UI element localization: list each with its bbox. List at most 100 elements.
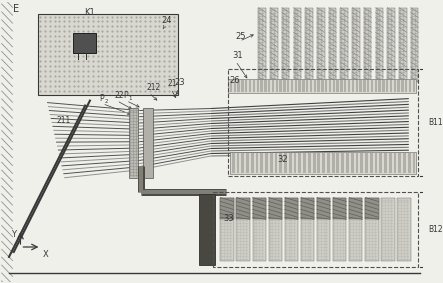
Bar xyxy=(384,153,387,173)
Bar xyxy=(294,8,301,82)
Text: 31: 31 xyxy=(233,51,243,60)
Bar xyxy=(199,194,214,265)
Bar xyxy=(318,153,320,173)
Bar xyxy=(332,153,334,173)
Bar xyxy=(341,153,344,173)
Bar xyxy=(213,192,418,267)
Bar xyxy=(302,80,305,92)
Bar xyxy=(308,153,311,173)
Bar xyxy=(333,80,335,92)
Bar xyxy=(389,153,392,173)
Bar xyxy=(314,80,316,92)
Bar xyxy=(409,80,411,92)
Bar xyxy=(237,198,250,219)
Bar xyxy=(249,80,251,92)
Text: 24: 24 xyxy=(161,16,172,25)
Text: X: X xyxy=(43,250,48,259)
Bar xyxy=(379,153,382,173)
Bar xyxy=(381,198,395,261)
Bar xyxy=(360,153,363,173)
Bar xyxy=(232,153,235,173)
Bar xyxy=(283,80,286,92)
Bar xyxy=(73,33,96,53)
Bar xyxy=(276,80,278,92)
Bar xyxy=(365,198,378,219)
Bar xyxy=(228,69,418,176)
Bar xyxy=(365,153,368,173)
Bar xyxy=(289,153,292,173)
Bar xyxy=(237,80,240,92)
Bar xyxy=(370,153,373,173)
Bar xyxy=(375,153,377,173)
Bar xyxy=(382,80,385,92)
Bar xyxy=(287,80,289,92)
Bar xyxy=(356,153,358,173)
Bar xyxy=(237,153,239,173)
Bar xyxy=(246,153,249,173)
Bar xyxy=(251,153,254,173)
Text: K1: K1 xyxy=(84,8,95,16)
Bar xyxy=(352,8,360,82)
Bar xyxy=(265,153,268,173)
Bar xyxy=(367,80,369,92)
Bar xyxy=(270,8,278,82)
Text: P: P xyxy=(99,94,104,103)
Bar xyxy=(258,8,266,82)
Bar xyxy=(329,8,336,82)
Bar xyxy=(329,80,331,92)
Bar xyxy=(256,80,259,92)
Text: 211: 211 xyxy=(57,116,71,125)
Bar xyxy=(275,153,277,173)
Text: 22: 22 xyxy=(115,91,124,100)
Bar xyxy=(408,153,411,173)
Bar xyxy=(371,80,373,92)
Bar xyxy=(220,198,233,219)
Bar xyxy=(260,80,263,92)
Text: 1: 1 xyxy=(128,96,132,101)
Bar xyxy=(364,8,372,82)
Bar xyxy=(299,153,301,173)
Bar xyxy=(365,198,378,261)
Bar xyxy=(399,8,407,82)
Bar xyxy=(268,198,282,261)
Bar xyxy=(351,153,354,173)
Bar xyxy=(325,80,327,92)
Bar xyxy=(390,80,392,92)
Bar xyxy=(268,198,282,219)
Bar xyxy=(363,80,365,92)
Text: 23: 23 xyxy=(175,78,185,87)
Bar xyxy=(253,198,266,261)
Bar xyxy=(405,80,408,92)
Text: 32: 32 xyxy=(277,155,288,164)
Bar xyxy=(317,198,330,261)
Text: 33: 33 xyxy=(223,214,234,223)
Bar xyxy=(310,80,312,92)
Bar xyxy=(260,153,263,173)
Bar xyxy=(294,153,296,173)
Bar xyxy=(378,80,381,92)
Bar xyxy=(359,80,361,92)
Text: E: E xyxy=(13,4,19,14)
Bar xyxy=(393,153,396,173)
Bar xyxy=(397,80,400,92)
Bar xyxy=(348,80,350,92)
Bar xyxy=(303,153,306,173)
Bar xyxy=(317,8,325,82)
Bar xyxy=(143,108,153,178)
Bar xyxy=(393,80,396,92)
Text: 21: 21 xyxy=(168,79,178,88)
Bar xyxy=(237,198,250,261)
Bar xyxy=(38,14,179,95)
Bar xyxy=(398,153,401,173)
Bar xyxy=(268,80,270,92)
Bar xyxy=(352,80,354,92)
Bar xyxy=(256,153,258,173)
Text: B12: B12 xyxy=(428,225,443,234)
Bar xyxy=(272,80,274,92)
Bar xyxy=(291,80,293,92)
Bar xyxy=(411,8,418,82)
Bar xyxy=(387,8,395,82)
Bar xyxy=(401,80,404,92)
Bar xyxy=(285,198,298,261)
Bar xyxy=(333,198,346,219)
